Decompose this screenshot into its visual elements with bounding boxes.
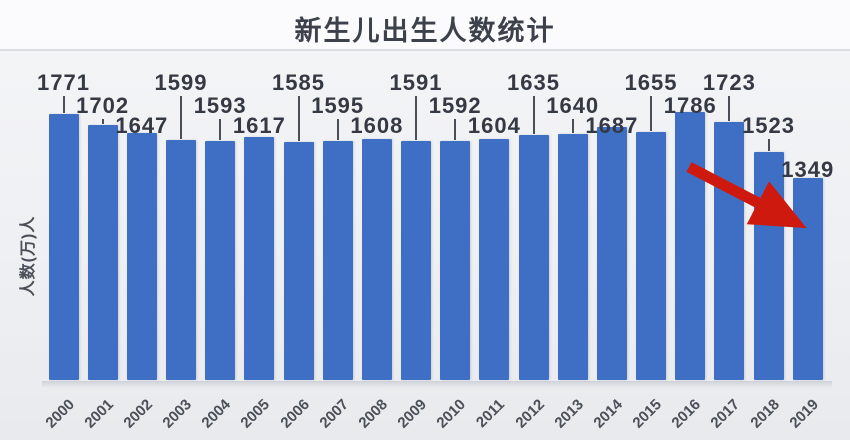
bar	[48, 114, 79, 380]
bar-value-label: 1786	[663, 93, 717, 118]
bar-value-label: 1591	[389, 70, 443, 95]
label-leader-line	[180, 96, 182, 140]
label-leader-line	[415, 96, 418, 141]
bar	[166, 140, 196, 380]
label-leader-line	[571, 119, 574, 133]
x-tick-label: 2008	[355, 396, 391, 432]
bar	[361, 138, 392, 380]
label-leader-line	[728, 96, 731, 121]
bar	[283, 142, 314, 380]
label-leader-line	[532, 96, 535, 134]
x-tick-label: 2006	[276, 396, 313, 432]
bar	[518, 134, 549, 380]
bar	[479, 139, 510, 380]
label-leader-line	[101, 119, 104, 124]
bar-value-label: 1771	[37, 70, 90, 95]
label-leader-line	[62, 96, 65, 114]
bar	[557, 134, 588, 380]
bar-value-label: 1608	[350, 113, 404, 138]
bar-value-label: 1523	[742, 113, 796, 138]
chart-title: 新生儿出生人数统计	[294, 16, 556, 46]
x-tick-label: 2019	[786, 396, 822, 432]
bar	[205, 141, 236, 380]
x-tick-label: 2017	[707, 396, 744, 432]
bar	[753, 151, 784, 380]
bar-value-label: 1349	[781, 157, 835, 182]
bar-value-label: 1635	[507, 70, 560, 95]
bar-value-label: 1604	[467, 113, 521, 138]
bar	[440, 141, 471, 380]
bar	[87, 124, 118, 380]
bar	[244, 137, 275, 380]
x-tick-label: 2001	[81, 396, 117, 432]
x-tick-label: 2013	[551, 396, 587, 432]
x-tick-label: 2011	[473, 396, 509, 432]
bar	[126, 132, 157, 380]
bar	[675, 112, 706, 380]
bar-value-label: 1595	[311, 93, 365, 118]
bar-value-label: 1599	[154, 70, 208, 95]
label-leader-line	[650, 96, 653, 131]
bar	[596, 126, 627, 380]
bar-value-label: 1593	[193, 93, 247, 118]
bar-value-label: 1647	[115, 113, 169, 138]
title-band	[0, 0, 850, 49]
x-tick-label: 2012	[511, 396, 548, 432]
bar-value-label: 1640	[546, 93, 600, 118]
bar	[401, 141, 432, 380]
bar	[636, 131, 667, 380]
x-tick-label: 2018	[746, 396, 783, 432]
label-leader-line	[297, 96, 300, 142]
bar-value-label: 1617	[232, 113, 286, 138]
bar	[792, 177, 823, 380]
x-tick-label: 2014	[590, 396, 626, 432]
bar-value-label: 1592	[428, 93, 482, 118]
bar-value-label: 1687	[585, 113, 639, 138]
x-tick-label: 2004	[198, 396, 235, 432]
label-leader-line	[219, 119, 222, 141]
bar	[322, 140, 353, 380]
label-leader-line	[767, 139, 770, 151]
x-tick-label: 2016	[668, 396, 705, 432]
x-tick-label: 2000	[41, 396, 78, 432]
title-divider	[0, 49, 850, 51]
bar	[714, 121, 745, 380]
bar-value-label: 1723	[702, 70, 756, 95]
label-leader-line	[454, 119, 457, 141]
x-tick-label: 2003	[159, 396, 196, 432]
x-tick-label: 2010	[433, 396, 470, 432]
x-tick-label: 2005	[237, 396, 274, 432]
x-tick-label: 2007	[316, 396, 352, 432]
x-tick-label: 2009	[394, 396, 431, 432]
x-tick-label: 2015	[629, 396, 666, 432]
bar-value-label: 1702	[76, 93, 130, 118]
baseline-shadow	[42, 381, 832, 388]
bar-value-label: 1585	[272, 70, 325, 95]
x-tick-label: 2002	[120, 396, 156, 432]
bar-value-label: 1655	[624, 70, 678, 95]
label-leader-line	[336, 119, 339, 140]
